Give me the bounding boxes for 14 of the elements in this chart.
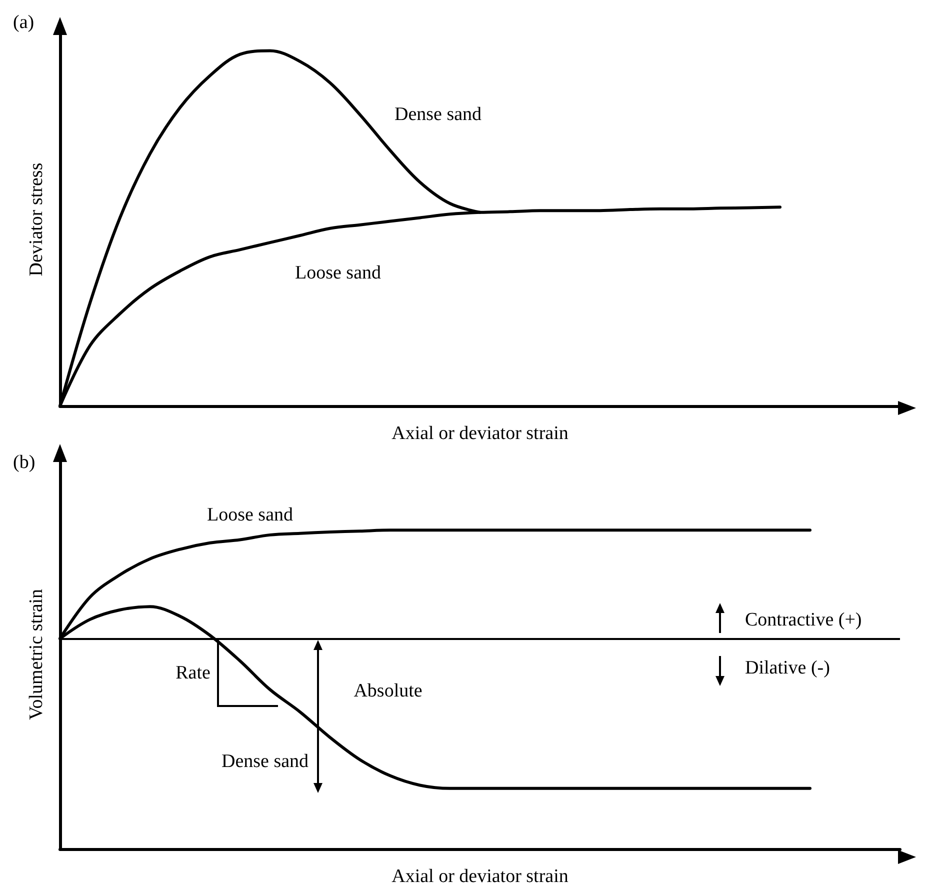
chart-title: (b) — [13, 452, 36, 473]
x-axis-title: Axial or deviator strain — [392, 423, 569, 444]
annotation: Rate — [176, 662, 210, 684]
y-axis-title: Deviator stress — [26, 162, 47, 276]
y-axis-title: Volumetric strain — [26, 588, 47, 720]
series-label: Dense sand — [394, 104, 482, 126]
annotation: Absolute — [354, 680, 422, 702]
series-label: Loose sand — [206, 504, 294, 526]
x-axis-title: Axial or deviator strain — [392, 866, 569, 887]
series-label: Loose sand — [294, 262, 382, 284]
chart-title: (a) — [13, 12, 34, 33]
annotation: Dilative (-) — [745, 658, 830, 678]
annotation: Contractive (+) — [745, 610, 862, 630]
series-label: Dense sand — [221, 750, 310, 772]
